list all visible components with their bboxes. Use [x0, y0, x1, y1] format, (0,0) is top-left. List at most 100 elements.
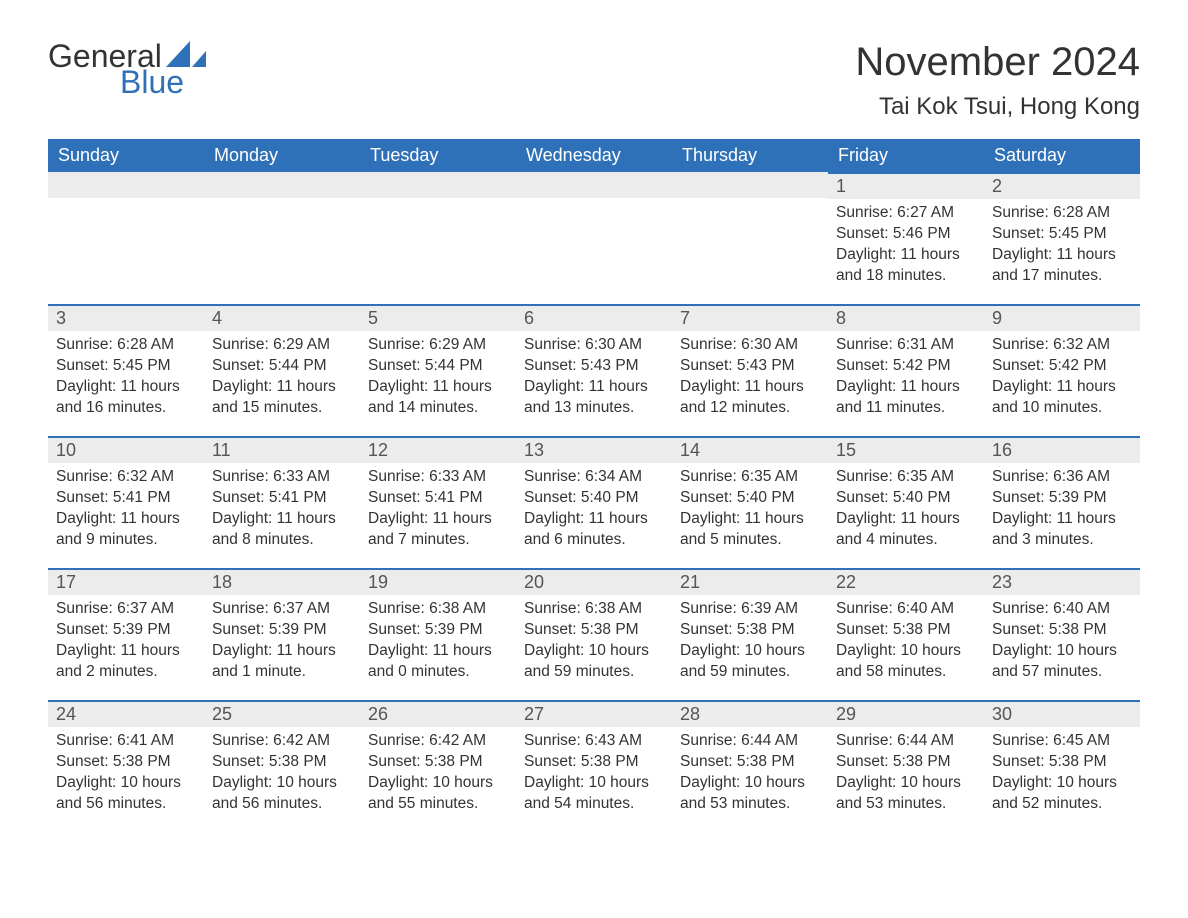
sunrise-line: Sunrise: 6:33 AM: [212, 467, 352, 488]
day-body: Sunrise: 6:36 AMSunset: 5:39 PMDaylight:…: [984, 463, 1140, 559]
daylight-line: Daylight: 10 hours and 53 minutes.: [836, 773, 976, 815]
day-number: 4: [204, 304, 360, 331]
day-number: 2: [984, 172, 1140, 199]
day-body: Sunrise: 6:28 AMSunset: 5:45 PMDaylight:…: [48, 331, 204, 427]
calendar-day-cell: 13Sunrise: 6:34 AMSunset: 5:40 PMDayligh…: [516, 436, 672, 568]
day-number: 9: [984, 304, 1140, 331]
day-number: 29: [828, 700, 984, 727]
day-body: Sunrise: 6:44 AMSunset: 5:38 PMDaylight:…: [672, 727, 828, 823]
sunrise-line: Sunrise: 6:34 AM: [524, 467, 664, 488]
daylight-line: Daylight: 11 hours and 1 minute.: [212, 641, 352, 683]
calendar-day-cell: 30Sunrise: 6:45 AMSunset: 5:38 PMDayligh…: [984, 700, 1140, 832]
sunrise-line: Sunrise: 6:43 AM: [524, 731, 664, 752]
sunrise-line: Sunrise: 6:42 AM: [212, 731, 352, 752]
sunrise-line: Sunrise: 6:27 AM: [836, 203, 976, 224]
sunset-line: Sunset: 5:46 PM: [836, 224, 976, 245]
sunrise-line: Sunrise: 6:35 AM: [680, 467, 820, 488]
calendar-day-cell: 2Sunrise: 6:28 AMSunset: 5:45 PMDaylight…: [984, 172, 1140, 304]
sunset-line: Sunset: 5:43 PM: [524, 356, 664, 377]
calendar-day-cell: 11Sunrise: 6:33 AMSunset: 5:41 PMDayligh…: [204, 436, 360, 568]
calendar-day-cell: 10Sunrise: 6:32 AMSunset: 5:41 PMDayligh…: [48, 436, 204, 568]
day-body: Sunrise: 6:37 AMSunset: 5:39 PMDaylight:…: [204, 595, 360, 691]
calendar-empty-cell: [48, 172, 204, 304]
day-body: Sunrise: 6:28 AMSunset: 5:45 PMDaylight:…: [984, 199, 1140, 295]
day-number: 22: [828, 568, 984, 595]
calendar-table: SundayMondayTuesdayWednesdayThursdayFrid…: [48, 139, 1140, 832]
day-number: 19: [360, 568, 516, 595]
day-number: 6: [516, 304, 672, 331]
day-number: 12: [360, 436, 516, 463]
day-body: Sunrise: 6:40 AMSunset: 5:38 PMDaylight:…: [828, 595, 984, 691]
daylight-line: Daylight: 10 hours and 55 minutes.: [368, 773, 508, 815]
calendar-week-row: 17Sunrise: 6:37 AMSunset: 5:39 PMDayligh…: [48, 568, 1140, 700]
sunset-line: Sunset: 5:45 PM: [56, 356, 196, 377]
day-body: Sunrise: 6:32 AMSunset: 5:42 PMDaylight:…: [984, 331, 1140, 427]
empty-day-bar: [672, 172, 828, 198]
logo: General Blue: [48, 40, 206, 98]
calendar-day-cell: 24Sunrise: 6:41 AMSunset: 5:38 PMDayligh…: [48, 700, 204, 832]
day-body: Sunrise: 6:29 AMSunset: 5:44 PMDaylight:…: [204, 331, 360, 427]
calendar-day-cell: 7Sunrise: 6:30 AMSunset: 5:43 PMDaylight…: [672, 304, 828, 436]
day-number: 21: [672, 568, 828, 595]
sunrise-line: Sunrise: 6:44 AM: [680, 731, 820, 752]
daylight-line: Daylight: 10 hours and 57 minutes.: [992, 641, 1132, 683]
day-body: Sunrise: 6:43 AMSunset: 5:38 PMDaylight:…: [516, 727, 672, 823]
sunrise-line: Sunrise: 6:37 AM: [212, 599, 352, 620]
day-body: Sunrise: 6:37 AMSunset: 5:39 PMDaylight:…: [48, 595, 204, 691]
sunrise-line: Sunrise: 6:38 AM: [368, 599, 508, 620]
calendar-empty-cell: [516, 172, 672, 304]
sunset-line: Sunset: 5:38 PM: [680, 620, 820, 641]
day-number: 15: [828, 436, 984, 463]
daylight-line: Daylight: 11 hours and 8 minutes.: [212, 509, 352, 551]
sunrise-line: Sunrise: 6:33 AM: [368, 467, 508, 488]
day-body: Sunrise: 6:27 AMSunset: 5:46 PMDaylight:…: [828, 199, 984, 295]
daylight-line: Daylight: 10 hours and 54 minutes.: [524, 773, 664, 815]
daylight-line: Daylight: 11 hours and 3 minutes.: [992, 509, 1132, 551]
sunset-line: Sunset: 5:40 PM: [524, 488, 664, 509]
sunset-line: Sunset: 5:43 PM: [680, 356, 820, 377]
sunset-line: Sunset: 5:39 PM: [56, 620, 196, 641]
day-body: Sunrise: 6:30 AMSunset: 5:43 PMDaylight:…: [516, 331, 672, 427]
calendar-day-cell: 18Sunrise: 6:37 AMSunset: 5:39 PMDayligh…: [204, 568, 360, 700]
calendar-day-cell: 29Sunrise: 6:44 AMSunset: 5:38 PMDayligh…: [828, 700, 984, 832]
calendar-day-cell: 28Sunrise: 6:44 AMSunset: 5:38 PMDayligh…: [672, 700, 828, 832]
sunset-line: Sunset: 5:40 PM: [836, 488, 976, 509]
sunrise-line: Sunrise: 6:44 AM: [836, 731, 976, 752]
daylight-line: Daylight: 11 hours and 17 minutes.: [992, 245, 1132, 287]
day-number: 11: [204, 436, 360, 463]
daylight-line: Daylight: 11 hours and 16 minutes.: [56, 377, 196, 419]
sunset-line: Sunset: 5:38 PM: [992, 620, 1132, 641]
day-body: Sunrise: 6:40 AMSunset: 5:38 PMDaylight:…: [984, 595, 1140, 691]
sunrise-line: Sunrise: 6:41 AM: [56, 731, 196, 752]
day-number: 7: [672, 304, 828, 331]
calendar-day-cell: 26Sunrise: 6:42 AMSunset: 5:38 PMDayligh…: [360, 700, 516, 832]
sunrise-line: Sunrise: 6:35 AM: [836, 467, 976, 488]
header: General Blue November 2024 Tai Kok Tsui,…: [48, 40, 1140, 121]
day-number: 27: [516, 700, 672, 727]
sunrise-line: Sunrise: 6:32 AM: [56, 467, 196, 488]
day-number: 30: [984, 700, 1140, 727]
month-title: November 2024: [855, 40, 1140, 85]
daylight-line: Daylight: 11 hours and 10 minutes.: [992, 377, 1132, 419]
day-body: Sunrise: 6:33 AMSunset: 5:41 PMDaylight:…: [360, 463, 516, 559]
daylight-line: Daylight: 11 hours and 0 minutes.: [368, 641, 508, 683]
day-body: Sunrise: 6:30 AMSunset: 5:43 PMDaylight:…: [672, 331, 828, 427]
sunrise-line: Sunrise: 6:36 AM: [992, 467, 1132, 488]
calendar-day-cell: 4Sunrise: 6:29 AMSunset: 5:44 PMDaylight…: [204, 304, 360, 436]
sunrise-line: Sunrise: 6:38 AM: [524, 599, 664, 620]
calendar-day-cell: 14Sunrise: 6:35 AMSunset: 5:40 PMDayligh…: [672, 436, 828, 568]
day-body: Sunrise: 6:29 AMSunset: 5:44 PMDaylight:…: [360, 331, 516, 427]
daylight-line: Daylight: 11 hours and 11 minutes.: [836, 377, 976, 419]
calendar-day-cell: 6Sunrise: 6:30 AMSunset: 5:43 PMDaylight…: [516, 304, 672, 436]
day-number: 17: [48, 568, 204, 595]
calendar-day-cell: 21Sunrise: 6:39 AMSunset: 5:38 PMDayligh…: [672, 568, 828, 700]
day-body: Sunrise: 6:44 AMSunset: 5:38 PMDaylight:…: [828, 727, 984, 823]
daylight-line: Daylight: 10 hours and 52 minutes.: [992, 773, 1132, 815]
weekday-header: Sunday: [48, 139, 204, 172]
sunset-line: Sunset: 5:44 PM: [368, 356, 508, 377]
calendar-day-cell: 1Sunrise: 6:27 AMSunset: 5:46 PMDaylight…: [828, 172, 984, 304]
sunrise-line: Sunrise: 6:28 AM: [992, 203, 1132, 224]
calendar-empty-cell: [672, 172, 828, 304]
sunset-line: Sunset: 5:39 PM: [992, 488, 1132, 509]
calendar-week-row: 10Sunrise: 6:32 AMSunset: 5:41 PMDayligh…: [48, 436, 1140, 568]
